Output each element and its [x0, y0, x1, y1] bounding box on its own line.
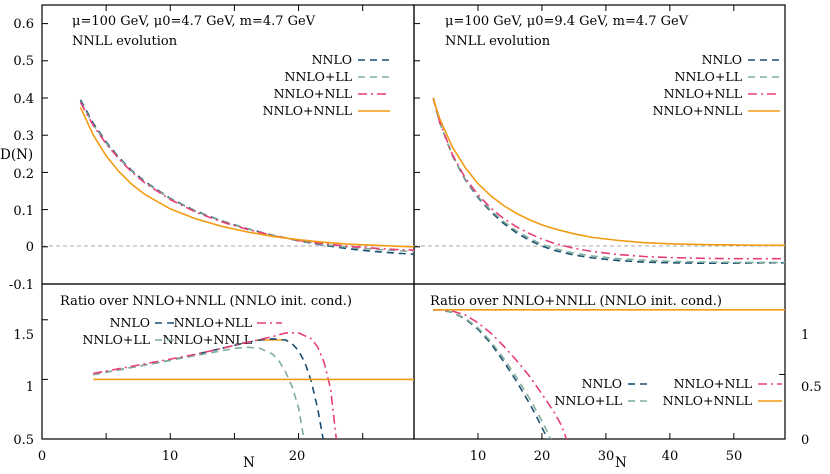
ytick-bottom-left-1: 1	[26, 380, 34, 395]
annotation-top-right-evolution: NNLL evolution	[445, 34, 551, 49]
legend-top-left: NNLO NNLO+LL NNLO+NLL NNLO+NNLL	[263, 52, 390, 118]
series-bottom-right-nnlo-ll	[433, 309, 552, 439]
series-bottom-left-nnlo-ll	[93, 346, 305, 439]
legend-bottom-right-nnlo-nnll: NNLO+NNLL	[663, 393, 752, 408]
ytick-bottom-right-0: 0	[801, 433, 809, 448]
ytick-top-left-4: 0.3	[13, 129, 34, 144]
legend-top-right-nnlo-ll: NNLO+LL	[675, 69, 743, 84]
legend-bottom-left-nnlo-ll: NNLO+LL	[83, 332, 151, 347]
ytick-top-left-3: 0.2	[13, 167, 34, 182]
series-bottom-left-nnlo-nll	[93, 332, 338, 439]
ytick-top-left-0: -0.1	[9, 278, 34, 293]
legend-bottom-right-nnlo-ll: NNLO+LL	[555, 393, 623, 408]
annotation-bottom-right-title: Ratio over NNLO+NNLL (NNLO init. cond.)	[430, 294, 722, 309]
series-bottom-right-nnlo-nll	[433, 309, 568, 439]
legend-top-right: NNLO NNLO+LL NNLO+NLL NNLO+NNLL	[653, 52, 780, 118]
ytick-top-left-6: 0.5	[13, 54, 34, 69]
series-top-right-nnlo-nnll	[432, 97, 785, 247]
ytick-top-left-2: 0.1	[13, 204, 34, 219]
xtick-right-10: 10	[470, 449, 487, 464]
annotation-top-left-params: μ=100 GeV, μ0=4.7 GeV, m=4.7 GeV	[72, 14, 316, 29]
legend-bottom-left-nnlo-nnll: NNLO+NNLL	[163, 332, 252, 347]
y-ticks-bottom-left: 0.5 1 1.5	[13, 328, 34, 448]
ytick-top-left-1: 0	[26, 240, 34, 255]
ytick-top-left-5: 0.4	[13, 92, 34, 107]
ytick-bottom-left-2: 1.5	[13, 328, 34, 343]
series-top-right-nnlo-ll	[432, 97, 785, 264]
legend-bottom-left-nnlo: NNLO	[110, 315, 150, 330]
legend-top-right-nnlo-nnll: NNLO+NNLL	[653, 103, 742, 118]
legend-top-right-nnlo-nll: NNLO+NLL	[664, 86, 742, 101]
x-axis-label-right: N	[615, 455, 627, 471]
x-ticks-right: 10 20 30 40 50	[470, 449, 743, 464]
legend-top-right-nnlo: NNLO	[702, 52, 742, 67]
legend-top-left-nnlo-ll: NNLO+LL	[285, 69, 353, 84]
x-ticks-left: 0 10 20	[38, 449, 305, 464]
annotation-top-right-params: μ=100 GeV, μ0=9.4 GeV, m=4.7 GeV	[445, 14, 689, 29]
ytick-top-left-7: 0.6	[13, 17, 34, 32]
ytick-bottom-right-2: 1	[801, 328, 809, 343]
xtick-left-20: 20	[289, 449, 306, 464]
ytick-bottom-right-1: 0.5	[801, 380, 822, 395]
legend-bottom-right-nnlo: NNLO	[582, 376, 622, 391]
legend-bottom-right-nnlo-nll: NNLO+NLL	[674, 376, 752, 391]
series-bottom-right-nnlo	[433, 309, 549, 439]
panel-bottom-right-frame	[413, 283, 786, 440]
legend-top-left-nnlo-nnll: NNLO+NNLL	[263, 103, 352, 118]
y-ticks-top-left: -0.1 0 0.1 0.2 0.3 0.4 0.5 0.6	[9, 17, 34, 293]
xtick-left-0: 0	[38, 449, 46, 464]
legend-bottom-left-nnlo-nll: NNLO+NLL	[174, 315, 252, 330]
legend-bottom-left: NNLO NNLO+LL NNLO+NLL NNLO+NNLL	[83, 315, 282, 347]
xtick-right-50: 50	[726, 449, 743, 464]
series-bottom-left-nnlo	[93, 338, 324, 439]
data-curves	[79, 97, 785, 439]
xtick-right-30: 30	[598, 449, 615, 464]
series-top-right-nnlo	[432, 97, 785, 264]
legend-top-left-nnlo-nll: NNLO+NLL	[274, 86, 352, 101]
ytick-bottom-left-0: 0.5	[13, 433, 34, 448]
xtick-left-10: 10	[162, 449, 179, 464]
series-top-right-nnlo-nll	[432, 97, 785, 260]
series-top-left-nnlo	[79, 99, 414, 255]
y-ticks-bottom-right: 0 0.5 1	[801, 328, 822, 448]
legend-top-left-nnlo: NNLO	[312, 52, 352, 67]
series-top-left-nnlo-nll	[79, 102, 414, 251]
tick-marks	[41, 5, 785, 440]
annotation-bottom-left-title: Ratio over NNLO+NNLL (NNLO init. cond.)	[60, 294, 352, 309]
x-axis-label-left: N	[243, 455, 255, 471]
xtick-right-20: 20	[534, 449, 551, 464]
y-axis-label: D(N)	[0, 147, 33, 163]
series-top-left-nnlo-nnll	[79, 106, 414, 248]
annotation-top-left-evolution: NNLL evolution	[72, 34, 178, 49]
legend-bottom-right: NNLO NNLO+LL NNLO+NLL NNLO+NNLL	[555, 376, 782, 408]
xtick-right-40: 40	[662, 449, 679, 464]
